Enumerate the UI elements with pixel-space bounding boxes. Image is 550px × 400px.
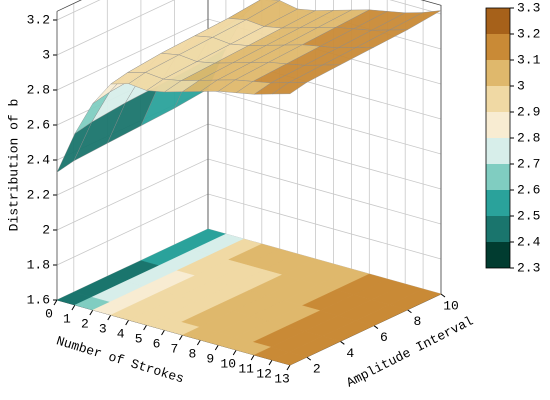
colorbar-tick-label: 3 bbox=[517, 78, 525, 93]
x-tick-label: 1 bbox=[63, 311, 71, 326]
colorbar-swatch bbox=[486, 86, 510, 112]
tick-mark bbox=[373, 325, 379, 329]
z-tick-label: 2.6 bbox=[27, 117, 50, 132]
tick-mark bbox=[53, 299, 58, 306]
x-tick-label: 0 bbox=[45, 306, 53, 321]
tick-mark bbox=[407, 309, 412, 314]
tick-mark bbox=[440, 293, 446, 298]
colorbar-tick-label: 2.7 bbox=[517, 156, 540, 171]
z-tick-label: 2.4 bbox=[27, 152, 51, 167]
colorbar-tick-label: 2.3 bbox=[517, 260, 540, 275]
x-tick-label: 2 bbox=[81, 316, 89, 331]
colorbar-swatch bbox=[486, 112, 510, 138]
y-tick-label: 8 bbox=[414, 314, 422, 329]
z-tick-label: 2 bbox=[42, 222, 50, 237]
tick-mark bbox=[286, 364, 291, 371]
z-tick-label: 3 bbox=[42, 47, 50, 62]
y-tick-label: 2 bbox=[313, 362, 321, 377]
x-tick-label: 3 bbox=[99, 321, 107, 336]
tick-mark bbox=[340, 340, 345, 345]
colorbar-tick-label: 3.3 bbox=[517, 0, 540, 15]
colorbar-tick-label: 3.2 bbox=[517, 26, 540, 41]
grid-line bbox=[56, 158, 442, 231]
z-axis-label: Distribution of b bbox=[6, 99, 21, 232]
x-tick-label: 7 bbox=[171, 341, 179, 356]
axis-line bbox=[56, 0, 442, 294]
colorbar-tick-label: 2.5 bbox=[517, 208, 540, 223]
z-tick-label: 3.2 bbox=[27, 12, 50, 27]
colorbar-tick-label: 3.1 bbox=[517, 52, 541, 67]
colorbar-tick-label: 2.8 bbox=[517, 130, 540, 145]
tick-mark bbox=[107, 314, 112, 321]
floor-projection bbox=[271, 351, 308, 366]
x-tick-label: 4 bbox=[117, 326, 125, 341]
tick-mark bbox=[214, 344, 219, 351]
tick-mark bbox=[71, 304, 76, 311]
x-tick-label: 13 bbox=[274, 371, 290, 386]
z-tick-label: 2.2 bbox=[27, 187, 50, 202]
colorbar-swatch bbox=[486, 242, 510, 268]
x-tick-label: 10 bbox=[220, 356, 236, 371]
y-tick-label: 10 bbox=[443, 298, 459, 313]
colorbar-tick-label: 2.4 bbox=[517, 234, 541, 249]
x-tick-label: 11 bbox=[238, 361, 254, 376]
colorbar-tick-label: 2.9 bbox=[517, 104, 540, 119]
tick-mark bbox=[232, 349, 237, 356]
colorbar-swatch bbox=[486, 60, 510, 86]
y-tick-label: 4 bbox=[346, 346, 354, 361]
colorbar-swatch bbox=[486, 216, 510, 242]
tick-mark bbox=[268, 359, 273, 366]
tick-mark bbox=[161, 329, 165, 336]
x-tick-label: 5 bbox=[135, 331, 143, 346]
x-tick-label: 12 bbox=[256, 366, 272, 381]
tick-mark bbox=[143, 324, 148, 331]
z-tick-label: 1.8 bbox=[27, 257, 50, 272]
colorbar-swatch bbox=[486, 190, 510, 216]
x-tick-label: 9 bbox=[206, 351, 214, 366]
colorbar-tick-label: 2.6 bbox=[517, 182, 540, 197]
colorbar-swatch bbox=[486, 138, 510, 164]
y-tick-label: 6 bbox=[380, 330, 388, 345]
colorbar-swatch bbox=[486, 8, 510, 34]
tick-mark bbox=[89, 309, 94, 316]
z-tick-label: 1.6 bbox=[27, 292, 50, 307]
x-tick-label: 6 bbox=[153, 336, 161, 351]
tick-mark bbox=[179, 334, 183, 341]
colorbar-swatch bbox=[486, 34, 510, 60]
z-tick-label: 2.8 bbox=[27, 82, 50, 97]
colorbar-swatch bbox=[486, 164, 510, 190]
tick-mark bbox=[250, 354, 255, 361]
tick-mark bbox=[125, 319, 130, 326]
tick-mark bbox=[306, 356, 312, 361]
surface-cell bbox=[271, 82, 308, 95]
tick-mark bbox=[196, 339, 201, 346]
x-tick-label: 8 bbox=[188, 346, 196, 361]
